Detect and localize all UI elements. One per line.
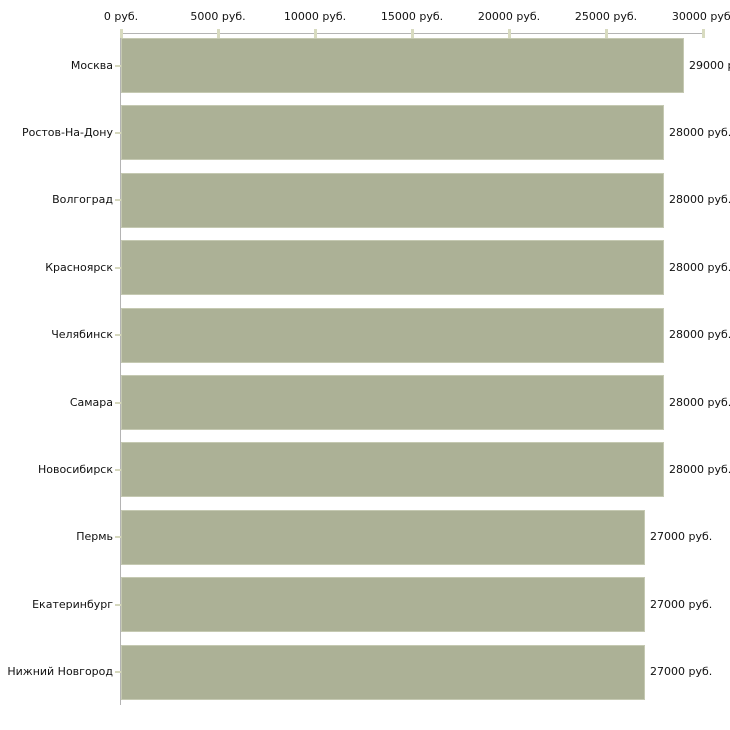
- x-axis-tick-mark: [701, 28, 705, 38]
- bar: [121, 577, 645, 633]
- category-label: Нижний Новгород: [7, 665, 113, 679]
- x-axis-tick-label: 10000 руб.: [283, 10, 347, 23]
- bar: [121, 307, 664, 363]
- value-label: 28000 руб.: [669, 328, 730, 342]
- category-tick-mark: [115, 468, 121, 471]
- bar: [121, 172, 664, 228]
- x-axis-tick-mark: [410, 28, 414, 38]
- category-label: Красноярск: [45, 260, 113, 274]
- x-axis-tick-label: 30000 руб.: [671, 10, 730, 23]
- category-tick-mark: [115, 536, 121, 539]
- value-label: 28000 руб.: [669, 395, 730, 409]
- value-label: 27000 руб.: [650, 597, 713, 611]
- value-label: 28000 руб.: [669, 462, 730, 476]
- bar: [121, 375, 664, 430]
- x-axis-tick-mark: [119, 28, 123, 38]
- category-label: Челябинск: [51, 328, 113, 342]
- category-tick-mark: [115, 199, 121, 202]
- bar: [121, 644, 645, 700]
- bar: [121, 38, 684, 93]
- category-tick-mark: [115, 334, 121, 337]
- x-axis-tick-label: 25000 руб.: [574, 10, 638, 23]
- category-tick-mark: [115, 603, 121, 606]
- x-axis-tick-label: 5000 руб.: [190, 10, 246, 23]
- value-label: 27000 руб.: [650, 665, 713, 679]
- category-tick-mark: [115, 64, 121, 67]
- category-tick-mark: [115, 266, 121, 269]
- value-label: 28000 руб.: [669, 125, 730, 139]
- value-label: 29000 руб.: [689, 58, 730, 72]
- category-label: Ростов-На-Дону: [21, 125, 113, 139]
- category-label: Новосибирск: [37, 462, 113, 476]
- category-tick-mark: [115, 131, 121, 134]
- y-axis-line: [120, 33, 121, 705]
- bar: [121, 509, 645, 565]
- category-label: Москва: [70, 58, 113, 72]
- x-axis-tick-label: 20000 руб.: [477, 10, 541, 23]
- category-tick-mark: [115, 671, 121, 674]
- bar: [121, 442, 664, 498]
- category-label: Волгоград: [52, 193, 113, 207]
- category-label: Пермь: [76, 530, 113, 544]
- value-label: 27000 руб.: [650, 530, 713, 544]
- x-axis-tick-mark: [313, 28, 317, 38]
- x-axis-tick-label: 15000 руб.: [380, 10, 444, 23]
- value-label: 28000 руб.: [669, 260, 730, 274]
- category-label: Самара: [69, 395, 113, 409]
- bar: [121, 240, 664, 296]
- x-axis-tick-mark: [216, 28, 220, 38]
- category-tick-mark: [115, 401, 121, 404]
- x-axis-tick-mark: [604, 28, 608, 38]
- x-axis-tick-label: 0 руб.: [103, 10, 139, 23]
- value-label: 28000 руб.: [669, 193, 730, 207]
- bar: [121, 105, 664, 161]
- category-label: Екатеринбург: [32, 597, 113, 611]
- x-axis-tick-mark: [507, 28, 511, 38]
